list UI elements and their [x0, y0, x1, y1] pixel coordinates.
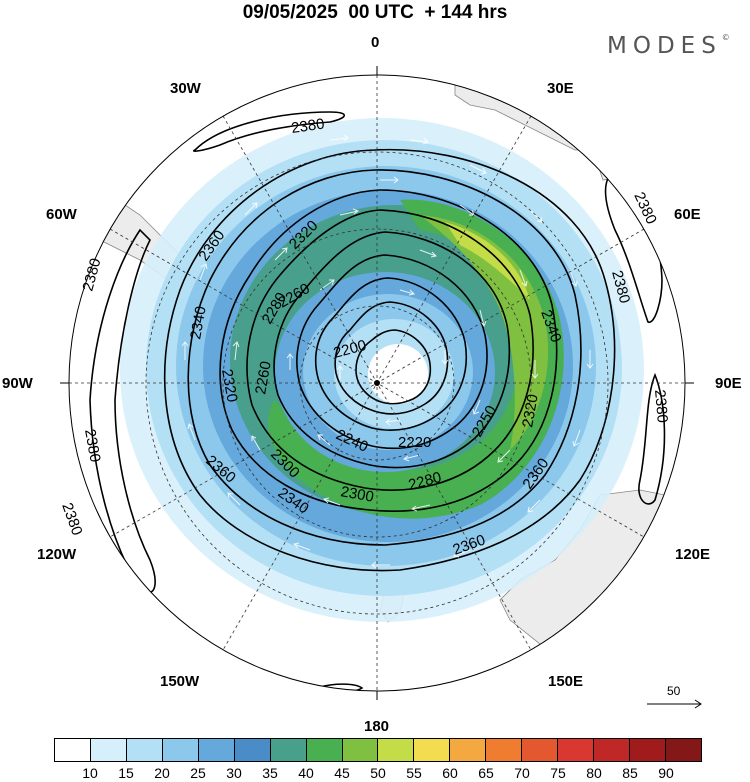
colorbar-label: 45: [334, 765, 350, 781]
colorbar-segment: [234, 739, 271, 761]
lon-label-90e: 90E: [715, 375, 742, 392]
reference-vector-arrow: [647, 699, 702, 709]
colorbar-label: 35: [262, 765, 278, 781]
lon-label-120w: 120W: [37, 546, 77, 563]
colorbar-label: 20: [154, 765, 170, 781]
colorbar-segment: [126, 739, 163, 761]
contour-label: 2380: [651, 389, 671, 424]
colorbar-label: 10: [82, 765, 98, 781]
colorbar-label: 40: [298, 765, 314, 781]
colorbar-label: 15: [118, 765, 134, 781]
contour-2220: [334, 301, 449, 415]
modes-logo: MODES©: [607, 33, 730, 59]
contour-2340: [187, 169, 582, 546]
contour-label: 2320: [218, 368, 241, 404]
colorbar-segment: [558, 739, 595, 761]
colorbar-segment: [414, 739, 451, 761]
contour-2300: [246, 209, 534, 491]
tick-marks: [60, 66, 694, 700]
colorbar-label: 85: [622, 765, 638, 781]
colorbar: [54, 738, 702, 762]
colorbar-segment: [90, 739, 127, 761]
colorbar-label: 75: [550, 765, 566, 781]
lon-label-90w: 90W: [2, 375, 33, 392]
colorbar-segment: [665, 739, 701, 761]
contour-2320: [219, 189, 558, 512]
contour-label: 2380: [290, 115, 325, 136]
colorbar-label: 90: [658, 765, 674, 781]
contour-2380-pacific-west: [89, 228, 156, 594]
lon-label-60w: 60W: [46, 206, 77, 223]
wind-vectors: [181, 134, 594, 569]
colorbar-segment: [630, 739, 666, 761]
colorbar-segment: [270, 739, 307, 761]
logo-copyright: ©: [721, 33, 730, 42]
colorbar-segment: [162, 739, 199, 761]
lon-label-60e: 60E: [674, 206, 701, 223]
lon-label-120e: 120E: [675, 546, 711, 563]
colorbar-segment: [522, 739, 559, 761]
contour-label: 2300: [339, 483, 375, 506]
lon-label-180: 180: [364, 718, 390, 735]
map-title: 09/05/2025 00 UTC + 144 hrs: [242, 2, 508, 23]
colorbar-label: 30: [226, 765, 242, 781]
colorbar-label: 50: [370, 765, 386, 781]
lon-label-150e: 150E: [548, 673, 584, 690]
contour-label: 2220: [398, 434, 431, 451]
lon-label-0: 0: [371, 34, 380, 51]
lon-label-30e: 30E: [547, 80, 574, 97]
colorbar-label: 25: [190, 765, 206, 781]
colorbar-label: 60: [442, 765, 458, 781]
lon-label-150w: 150W: [160, 673, 200, 690]
colorbar-label: 65: [478, 765, 494, 781]
low-center-marker: [374, 380, 380, 386]
contour-label: 2340: [187, 305, 210, 341]
contour-2280: [273, 231, 511, 469]
colorbar-label: 55: [406, 765, 422, 781]
contour-label: 2260: [252, 360, 275, 396]
contour-label: 2380: [58, 501, 85, 538]
contour-label: 2380: [81, 428, 104, 464]
colorbar-segment: [450, 739, 487, 761]
colorbar-label: 80: [586, 765, 602, 781]
wind-speed-shading: [120, 118, 644, 622]
contour-2360: [163, 148, 616, 572]
colorbar-segment: [342, 739, 379, 761]
lon-label-30w: 30W: [170, 80, 201, 97]
height-contours: [89, 111, 666, 691]
colorbar-segment: [594, 739, 630, 761]
colorbar-segment: [198, 739, 235, 761]
colorbar-segment: [55, 739, 91, 761]
colorbar-label: 70: [514, 765, 530, 781]
contour-2380-australia: [638, 372, 666, 505]
reference-vector-label: 50: [667, 684, 681, 698]
logo-text: MODES: [607, 33, 722, 59]
colorbar-segment: [486, 739, 523, 761]
contour-2200: [355, 329, 432, 405]
contour-2240: [314, 277, 468, 431]
colorbar-segment: [378, 739, 415, 761]
colorbar-segment: [306, 739, 343, 761]
contour-2380-atlantic: [193, 111, 346, 152]
contour-label: 2320: [519, 393, 542, 429]
